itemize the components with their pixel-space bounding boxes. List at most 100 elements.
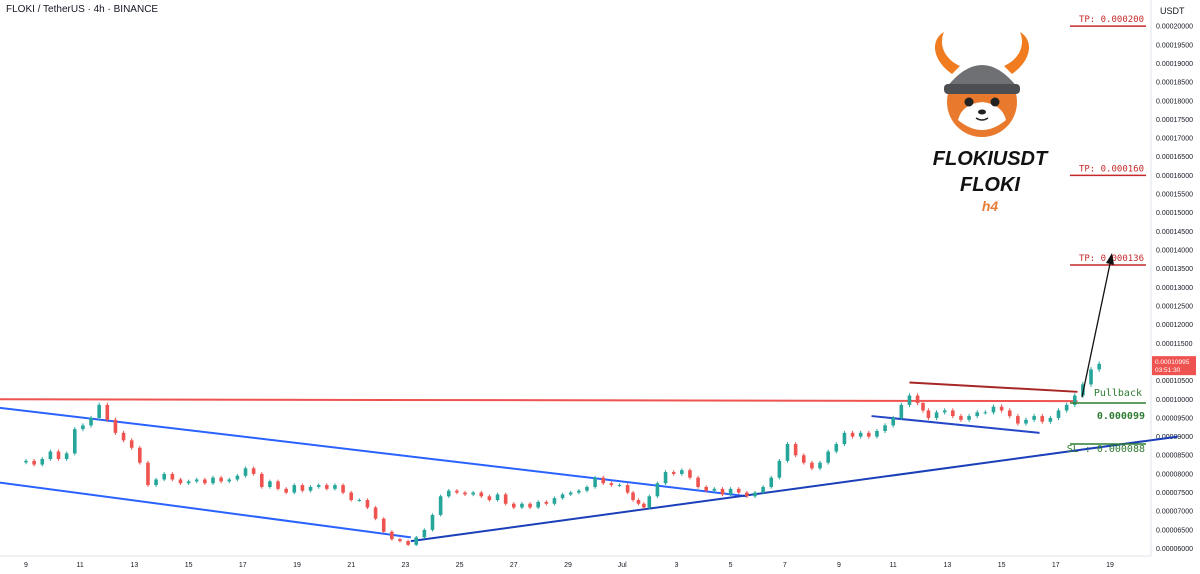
price-tick-label: 0.00007500 — [1156, 490, 1193, 497]
last-price-badge — [1152, 356, 1196, 376]
channel-upper-line[interactable] — [0, 406, 747, 498]
candle-body — [24, 460, 28, 463]
candle-body — [316, 485, 321, 487]
price-tick-label: 0.00010500 — [1156, 378, 1193, 385]
candle-body — [1007, 410, 1012, 417]
time-tick-label: 9 — [24, 562, 28, 569]
candle-body — [991, 406, 996, 413]
time-tick-label: 5 — [729, 562, 733, 569]
candle-body — [736, 488, 741, 493]
candle-body — [268, 481, 272, 487]
candle-body — [219, 477, 223, 482]
candle-body — [899, 404, 904, 418]
time-tick-label: 25 — [456, 562, 464, 569]
candle-body — [636, 500, 641, 504]
time-tick-label: 13 — [944, 562, 952, 569]
candle-body — [728, 488, 733, 495]
candle-body — [32, 460, 36, 465]
candle-body — [146, 462, 150, 486]
candle-body — [568, 492, 573, 495]
candle-body — [1072, 395, 1077, 405]
candle-body — [560, 494, 565, 499]
candle-body — [793, 444, 798, 456]
resistance-red-line[interactable] — [0, 398, 1078, 403]
candle-body — [617, 485, 622, 487]
candle-body — [671, 472, 676, 474]
time-tick-label: 15 — [998, 562, 1006, 569]
candle-body — [712, 488, 717, 491]
candle-body — [170, 473, 175, 480]
candle-body — [341, 485, 345, 493]
candle-body — [642, 503, 646, 508]
candle-body — [867, 432, 871, 437]
projection-arrow[interactable] — [1081, 258, 1112, 398]
candle-body — [1048, 417, 1053, 422]
price-tick-label: 0.00013000 — [1156, 285, 1193, 292]
candle-body — [1097, 363, 1101, 370]
candle-body — [72, 429, 77, 454]
candle-body — [194, 479, 199, 482]
flag-bottom-line[interactable] — [871, 415, 1040, 434]
price-axis[interactable]: 0.00020000 0.00019500 0.00019000 0.00018500… — [1156, 24, 1193, 553]
price-tick-label: 0.00019000 — [1156, 61, 1193, 68]
candle-body — [921, 403, 925, 411]
tp2-label: TP: 0.000160 — [1079, 164, 1144, 174]
candle-body — [479, 492, 484, 497]
channel-lower-line[interactable] — [0, 481, 411, 539]
candle-body — [56, 451, 61, 459]
time-tick-label: 3 — [674, 562, 678, 569]
candle-body — [276, 481, 280, 489]
candle-body — [105, 404, 110, 420]
candle-body — [769, 477, 774, 487]
price-tick-label: 0.00006500 — [1156, 527, 1193, 534]
candle-body — [593, 477, 597, 487]
candle-body — [704, 486, 709, 491]
candle-body — [601, 477, 606, 484]
timeframe-label: h4 — [981, 198, 999, 214]
candle-body — [121, 432, 126, 441]
bar-countdown: 03:51:30 — [1155, 367, 1181, 374]
trendline-drawings[interactable] — [0, 381, 1178, 543]
candle-body — [696, 477, 700, 487]
candle-body — [243, 468, 248, 476]
candle-body — [891, 417, 895, 426]
candle-body — [211, 477, 215, 484]
candle-body — [967, 416, 971, 420]
candle-body — [959, 416, 963, 420]
flag-top-line[interactable] — [909, 381, 1078, 393]
candle-body — [655, 483, 660, 497]
candle-body — [801, 455, 806, 463]
candle-body — [585, 486, 589, 491]
candle-body — [186, 481, 191, 484]
candle-body — [753, 492, 757, 497]
time-axis[interactable]: 9 11 13 15 17 19 21 23 25 27 29 Jul 3 5 7 9 11 13 15 17 19 — [24, 562, 1114, 569]
candle-body — [349, 492, 353, 501]
candle-body — [951, 410, 955, 417]
candle-body — [842, 432, 847, 445]
price-axis-unit[interactable]: USDT — [1160, 6, 1185, 16]
candle-body — [647, 496, 652, 508]
time-tick-label: 17 — [239, 562, 247, 569]
candle-body — [810, 462, 814, 469]
candle-body — [300, 485, 305, 491]
candle-body — [471, 492, 475, 495]
price-tick-label: 0.00019500 — [1156, 42, 1193, 49]
candle-body — [785, 444, 790, 461]
candle-body — [544, 501, 549, 504]
candle-body — [934, 412, 939, 418]
candlestick-series — [24, 361, 1101, 547]
candle-body — [1032, 416, 1036, 420]
price-tick-label: 0.00014000 — [1156, 248, 1193, 255]
price-tick-label: 0.00017000 — [1156, 136, 1193, 143]
candle-body — [373, 507, 378, 519]
price-tick-label: 0.00010000 — [1156, 397, 1193, 404]
time-tick-label: 15 — [185, 562, 193, 569]
uptrend-support-line[interactable] — [410, 435, 1178, 543]
candle-body — [81, 425, 85, 430]
candle-body — [398, 539, 402, 542]
candle-body — [688, 470, 692, 478]
candle-body — [858, 432, 863, 437]
price-tick-label: 0.00013500 — [1156, 266, 1193, 273]
price-tick-label: 0.00016500 — [1156, 154, 1193, 161]
